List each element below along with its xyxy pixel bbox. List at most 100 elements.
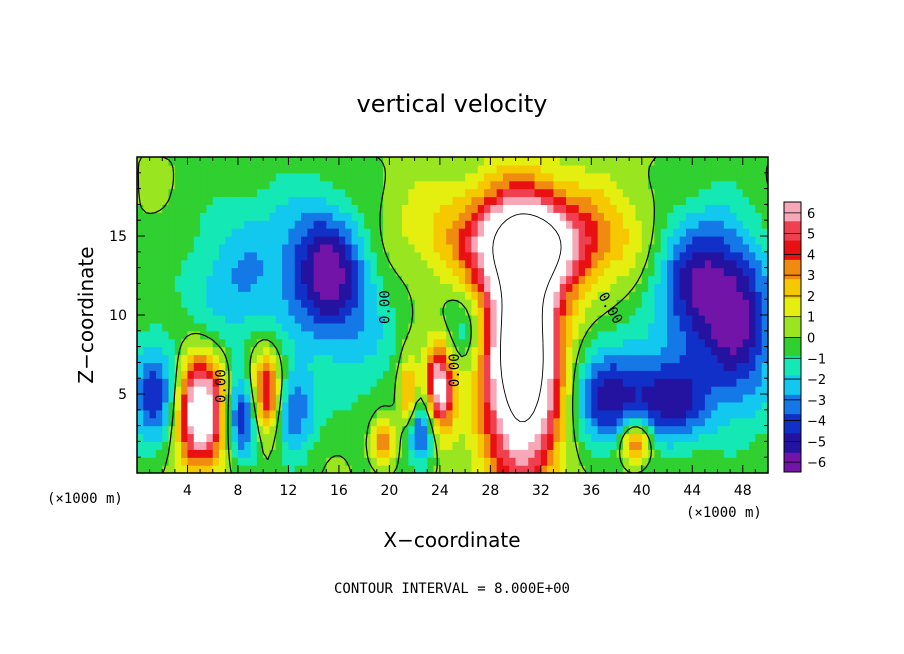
heatmap-cell: [742, 259, 750, 269]
heatmap-cell: [742, 180, 750, 190]
heatmap-cell: [219, 243, 226, 253]
heatmap-cell: [351, 259, 359, 269]
heatmap-cell: [521, 196, 529, 205]
heatmap-cell: [439, 433, 447, 442]
heatmap-cell: [509, 457, 517, 466]
heatmap-cell: [597, 425, 605, 435]
heatmap-cell: [452, 212, 460, 221]
heatmap-cell: [717, 425, 725, 435]
heatmap-cell: [629, 449, 637, 458]
heatmap-cell: [502, 172, 510, 182]
heatmap-cell: [698, 196, 706, 205]
heatmap-cell: [402, 401, 409, 411]
heatmap-cell: [692, 291, 700, 300]
heatmap-cell: [521, 441, 529, 450]
heatmap-cell: [572, 346, 580, 356]
heatmap-cell: [534, 338, 542, 348]
heatmap-cell: [263, 386, 271, 395]
heatmap-cell: [629, 228, 637, 237]
heatmap-cell: [755, 299, 763, 308]
heatmap-cell: [225, 409, 233, 419]
heatmap-cell: [673, 465, 681, 473]
heatmap-cell: [711, 204, 719, 213]
heatmap-cell: [446, 330, 454, 340]
heatmap-cell: [528, 457, 536, 466]
heatmap-cell: [610, 236, 618, 245]
heatmap-cell: [704, 417, 712, 427]
heatmap-cell: [679, 275, 687, 284]
heatmap-cell: [723, 228, 731, 237]
heatmap-cell: [648, 322, 656, 332]
heatmap-cell: [206, 283, 214, 292]
heatmap-cell: [219, 370, 226, 379]
heatmap-cell: [723, 330, 731, 340]
heatmap-cell: [395, 259, 403, 269]
heatmap-cell: [496, 251, 504, 261]
heatmap-cell: [572, 236, 580, 245]
heatmap-cell: [345, 157, 353, 166]
heatmap-cell: [679, 386, 687, 395]
heatmap-cell: [528, 172, 536, 182]
heatmap-cell: [433, 338, 441, 348]
heatmap-cell: [761, 172, 768, 182]
heatmap-cell: [193, 236, 201, 245]
heatmap-cell: [509, 386, 517, 395]
heatmap-cell: [250, 180, 258, 190]
heatmap-cell: [521, 267, 529, 277]
heatmap-cell: [477, 378, 485, 387]
heatmap-cell: [263, 378, 271, 387]
colorbar-swatch: [784, 356, 801, 377]
heatmap-cell: [439, 157, 447, 166]
heatmap-cell: [364, 417, 372, 427]
heatmap-cell: [496, 338, 504, 348]
heatmap-cell: [641, 307, 649, 316]
heatmap-cell: [685, 220, 693, 229]
heatmap-cell: [471, 172, 479, 182]
heatmap-cell: [654, 299, 662, 308]
heatmap-cell: [736, 291, 744, 300]
heatmap-cell: [181, 362, 189, 371]
heatmap-cell: [685, 346, 693, 356]
heatmap-cell: [515, 409, 523, 419]
heatmap-cell: [212, 322, 220, 332]
heatmap-cell: [301, 299, 308, 308]
heatmap-cell: [345, 172, 353, 182]
heatmap-cell: [654, 204, 662, 213]
heatmap-cell: [420, 283, 428, 292]
heatmap-cell: [231, 378, 239, 387]
heatmap-cell: [219, 196, 226, 205]
heatmap-cell: [357, 433, 365, 442]
heatmap-cell: [667, 275, 674, 284]
heatmap-cell: [667, 409, 674, 419]
heatmap-cell: [414, 212, 422, 221]
heatmap-cell: [616, 465, 624, 473]
heatmap-cell: [616, 228, 624, 237]
heatmap-cell: [566, 378, 573, 387]
heatmap-cell: [307, 164, 315, 174]
heatmap-cell: [313, 283, 321, 292]
heatmap-cell: [408, 196, 416, 205]
heatmap-cell: [193, 409, 201, 419]
heatmap-cell: [540, 172, 548, 182]
heatmap-cell: [446, 362, 454, 371]
heatmap-cell: [610, 386, 618, 395]
heatmap-cell: [717, 196, 725, 205]
heatmap-cell: [730, 315, 738, 324]
heatmap-cell: [263, 291, 271, 300]
heatmap-cell: [559, 172, 567, 182]
heatmap-cell: [168, 457, 176, 466]
heatmap-cell: [490, 401, 498, 411]
heatmap-cell: [749, 346, 756, 356]
heatmap-cell: [162, 228, 170, 237]
heatmap-cell: [685, 409, 693, 419]
heatmap-cell: [484, 433, 491, 442]
heatmap-cell: [477, 457, 485, 466]
heatmap-cell: [679, 283, 687, 292]
heatmap-cell: [496, 196, 504, 205]
heatmap-cell: [319, 220, 327, 229]
heatmap-cell: [761, 299, 768, 308]
heatmap-cell: [509, 188, 517, 198]
heatmap-cell: [490, 220, 498, 229]
heatmap-cell: [193, 322, 201, 332]
heatmap-cell: [307, 370, 315, 379]
